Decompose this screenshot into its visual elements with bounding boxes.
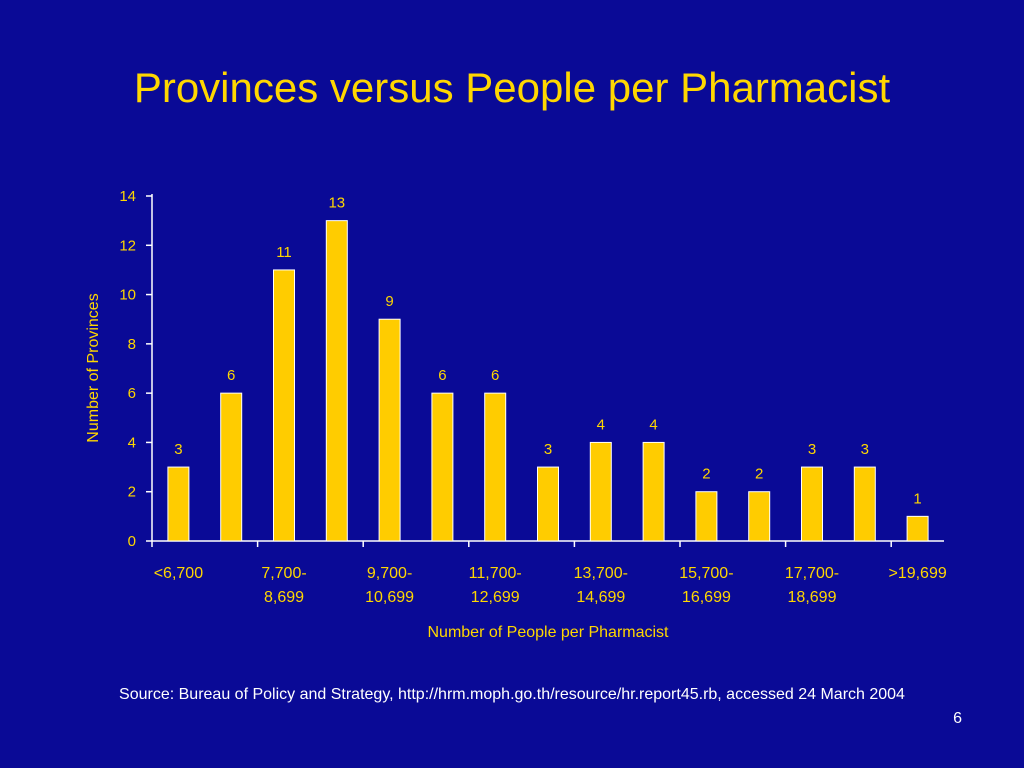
bar-value-label: 9 (385, 293, 393, 310)
x-tick-label: 11,700-12,699 (469, 565, 522, 606)
bar-value-label: 6 (438, 367, 446, 384)
x-tick-label: 9,700-10,699 (365, 565, 414, 606)
bar-value-label: 3 (861, 441, 869, 458)
y-tick-label: 4 (128, 434, 136, 451)
bar (853, 466, 876, 542)
slide-title: Provinces versus People per Pharmacist (133, 64, 891, 111)
bar (589, 441, 612, 542)
bar-value-label: 3 (808, 441, 816, 458)
bar-value-label: 3 (544, 441, 552, 458)
bar (431, 392, 454, 542)
source-note: Source: Bureau of Policy and Strategy, h… (119, 686, 905, 703)
bar (220, 392, 243, 542)
bar-value-label: 4 (597, 416, 605, 433)
bar-value-label: 6 (227, 367, 235, 384)
bar (537, 466, 559, 542)
bar-value-label: 2 (702, 466, 710, 483)
x-tick-label: 7,700-8,699 (261, 565, 306, 606)
bar (642, 441, 665, 542)
bar-value-label: 1 (913, 490, 921, 507)
y-tick-label: 0 (128, 533, 136, 550)
bar-value-label: 6 (491, 367, 499, 384)
y-axis-title: Number of Provinces (85, 293, 102, 442)
bar (801, 466, 823, 542)
y-tick-label: 10 (119, 287, 136, 304)
page-number: 6 (953, 710, 962, 727)
bar-value-label: 2 (755, 466, 763, 483)
x-tick-label: >19,699 (888, 565, 946, 582)
bar (906, 515, 929, 542)
x-tick-label: 17,700-18,699 (785, 565, 839, 606)
bar (167, 466, 190, 542)
y-tick-label: 8 (128, 336, 136, 353)
bar-value-label: 4 (649, 416, 657, 433)
x-tick-label: 15,700-16,699 (679, 565, 733, 606)
y-tick-label: 2 (128, 484, 136, 501)
bar (273, 269, 295, 542)
bar-value-label: 3 (174, 441, 182, 458)
bar (695, 491, 718, 542)
y-tick-label: 6 (128, 385, 136, 402)
bar (378, 318, 401, 542)
x-tick-label: 13,700-14,699 (574, 565, 628, 606)
x-tick-label: <6,700 (154, 565, 203, 582)
bar (484, 392, 507, 542)
bar (748, 491, 771, 542)
x-axis-title: Number of People per Pharmacist (428, 624, 670, 641)
y-tick-label: 12 (119, 237, 136, 254)
bar (325, 220, 348, 542)
bar-value-label: 11 (276, 244, 292, 261)
y-tick-label: 14 (119, 188, 136, 205)
bar-value-label: 13 (328, 195, 345, 212)
